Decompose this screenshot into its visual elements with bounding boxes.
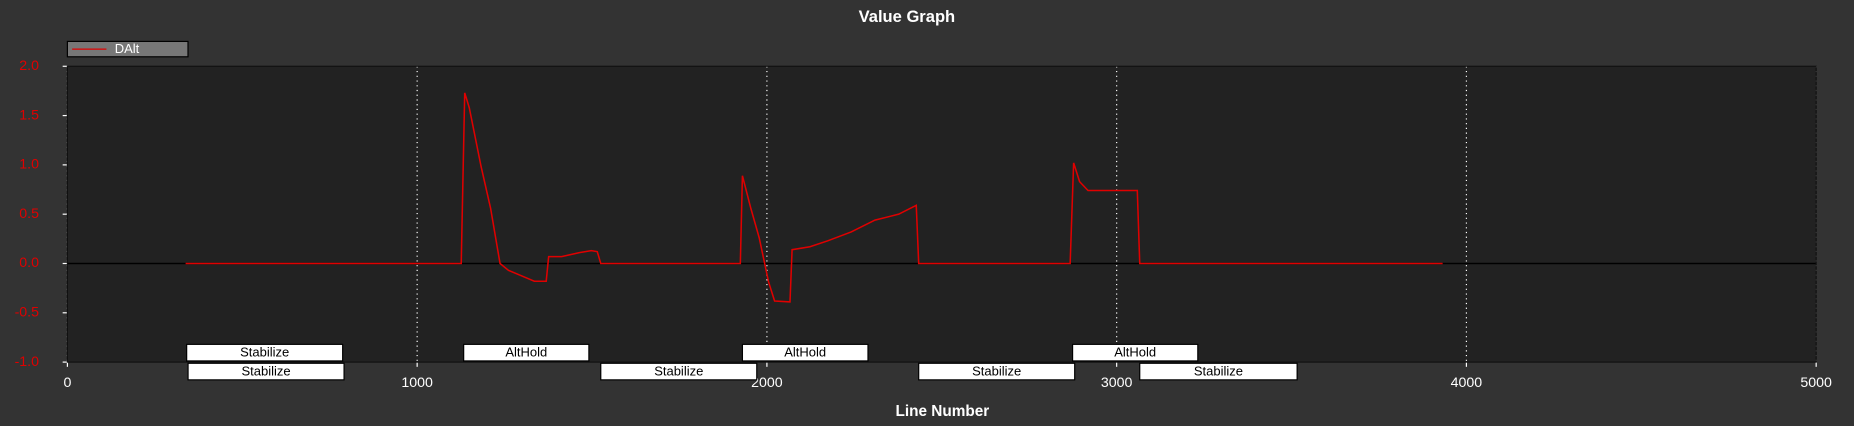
- data-line: [185, 92, 1443, 303]
- mode-label: AltHold: [784, 345, 826, 360]
- mode-box: [187, 362, 345, 381]
- mode-box: [918, 362, 1076, 381]
- mode-box: [463, 343, 590, 362]
- mode-box: [741, 343, 869, 362]
- x-tick-label: 1000: [401, 375, 433, 391]
- mode-label: AltHold: [505, 345, 547, 360]
- y-tick-label: 0.5: [19, 206, 39, 222]
- mode-label: Stabilize: [972, 364, 1021, 379]
- mode-label: AltHold: [1114, 345, 1156, 360]
- y-tick-label: -1.0: [15, 354, 40, 370]
- chart-title: Value Graph: [859, 7, 956, 26]
- y-tick-label: 0.0: [19, 255, 39, 271]
- mode-label: Stabilize: [654, 364, 703, 379]
- y-tick-label: 1.0: [19, 157, 39, 173]
- x-axis-label: Line Number: [895, 403, 989, 420]
- x-tick-label: 2000: [751, 375, 783, 391]
- x-tick-label: 0: [63, 375, 71, 391]
- x-tick-label: 5000: [1800, 375, 1832, 391]
- mode-box: [600, 362, 758, 381]
- plot-area: [67, 66, 1817, 363]
- legend-label: DAlt: [115, 41, 140, 56]
- x-tick-label: 4000: [1451, 375, 1483, 391]
- mode-label: Stabilize: [241, 364, 290, 379]
- y-tick-label: 1.5: [19, 107, 39, 123]
- x-tick-label: 3000: [1101, 375, 1133, 391]
- mode-label: Stabilize: [1194, 364, 1243, 379]
- y-tick-label: 2.0: [19, 58, 39, 74]
- mode-box: [1139, 362, 1298, 381]
- plot-border: [66, 65, 1817, 363]
- mode-label: Stabilize: [240, 345, 289, 360]
- mode-box: [1071, 343, 1199, 362]
- y-tick-label: -0.5: [15, 305, 40, 321]
- mode-box: [186, 343, 344, 362]
- legend-box: [66, 40, 189, 58]
